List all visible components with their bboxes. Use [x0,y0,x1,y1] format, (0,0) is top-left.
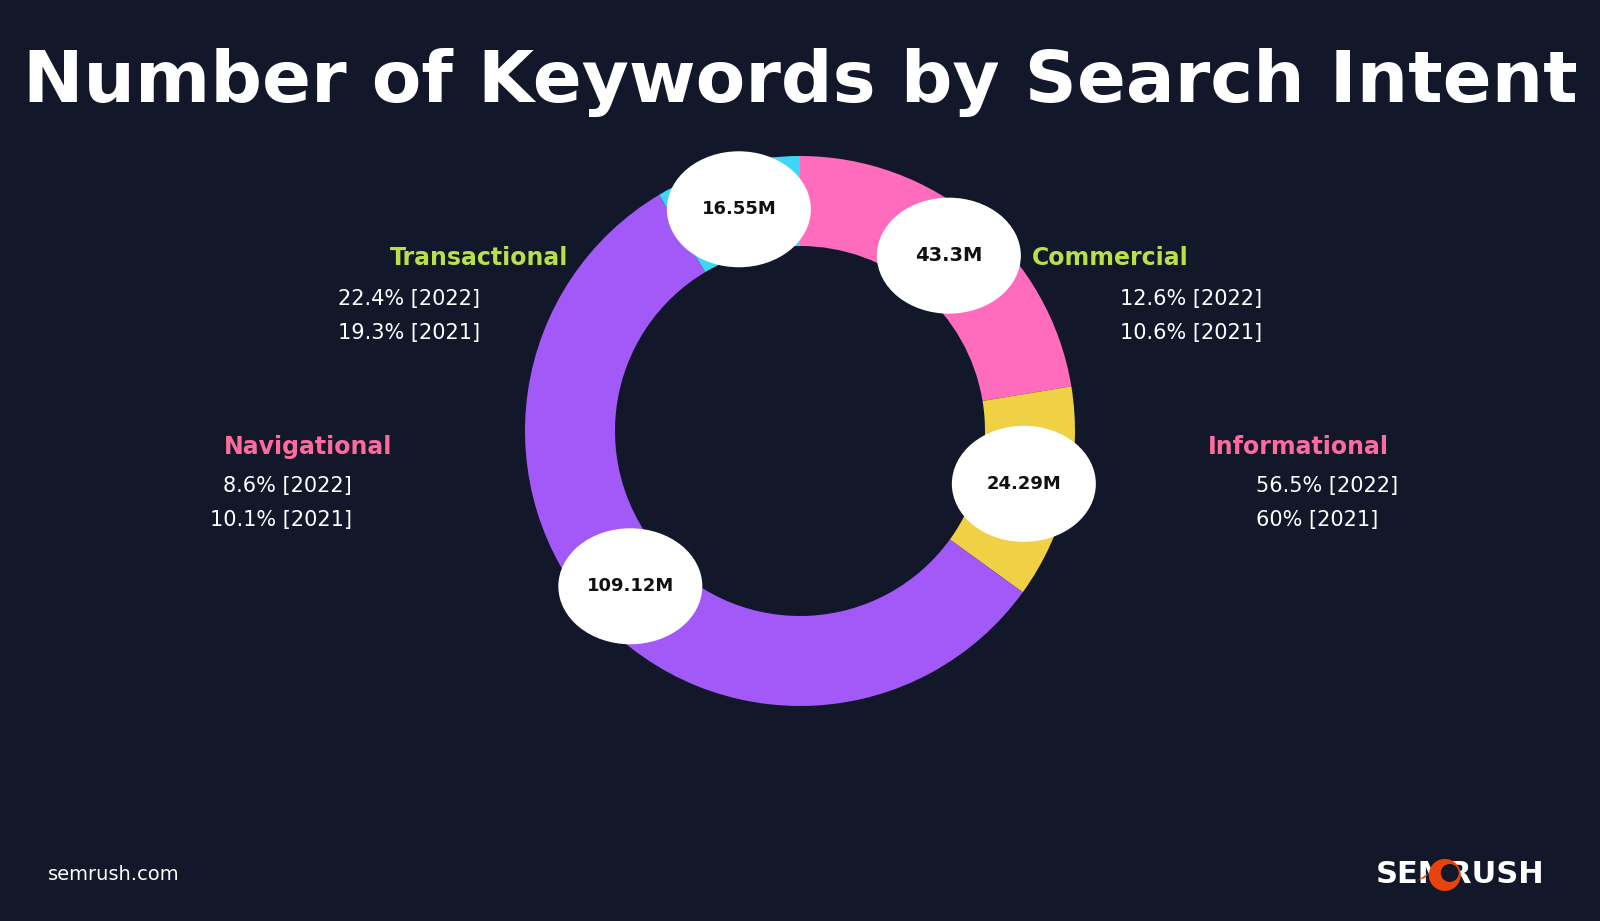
Circle shape [1429,859,1461,891]
Text: Navigational: Navigational [224,435,392,459]
Text: Informational: Informational [1208,435,1389,459]
Text: 16.55M: 16.55M [701,200,776,218]
Wedge shape [800,156,1072,401]
Text: 24.29M: 24.29M [987,475,1061,493]
Text: 43.3M: 43.3M [915,246,982,265]
Ellipse shape [667,151,811,267]
Text: 8.6% [2022]: 8.6% [2022] [224,476,352,496]
Wedge shape [525,195,1022,706]
Text: 12.6% [2022]: 12.6% [2022] [1120,289,1262,309]
Text: SEMRUSH: SEMRUSH [1376,860,1544,890]
Circle shape [1440,864,1459,882]
Text: 60% [2021]: 60% [2021] [1256,510,1378,530]
Text: 10.6% [2021]: 10.6% [2021] [1120,323,1262,344]
Wedge shape [950,387,1075,592]
Text: 10.1% [2021]: 10.1% [2021] [210,510,352,530]
Text: Number of Keywords by Search Intent: Number of Keywords by Search Intent [22,49,1578,117]
Text: 56.5% [2022]: 56.5% [2022] [1256,476,1398,496]
Text: semrush.com: semrush.com [48,866,179,884]
Text: Commercial: Commercial [1032,246,1189,270]
Ellipse shape [952,426,1096,542]
Text: 109.12M: 109.12M [587,577,674,595]
Text: Transactional: Transactional [390,246,568,270]
Ellipse shape [877,198,1021,314]
Wedge shape [659,156,800,272]
Ellipse shape [558,529,702,645]
Text: 19.3% [2021]: 19.3% [2021] [338,323,480,344]
Text: 22.4% [2022]: 22.4% [2022] [338,289,480,309]
Polygon shape [1418,873,1429,881]
